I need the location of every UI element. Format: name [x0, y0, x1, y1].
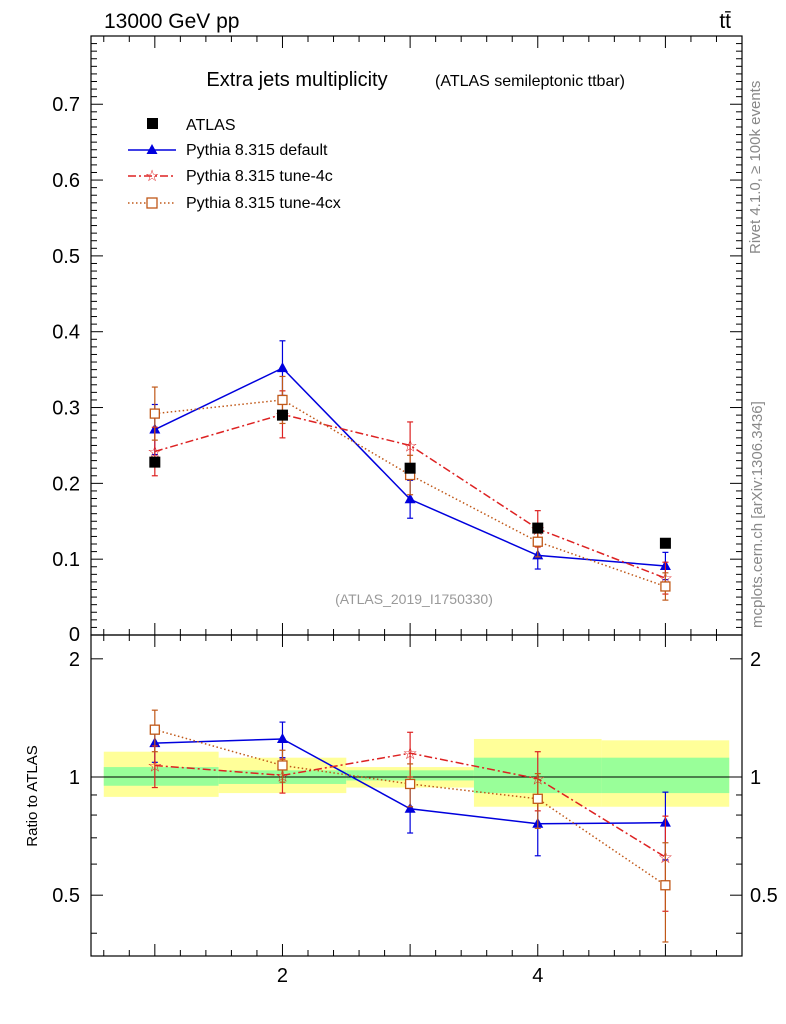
band-inner [103, 767, 219, 786]
main-point-open-square [660, 581, 671, 592]
y-tick-label: 0.6 [52, 170, 80, 192]
legend-tune4cx-label: Pythia 8.315 tune-4cx [186, 195, 341, 212]
mcplots-label: mcplots.cern.ch [arXiv:1306.3436] [749, 401, 766, 628]
ratio-frame [90, 634, 743, 957]
ratio-series: ☆☆☆☆☆ [147, 709, 673, 943]
legend-tune4c-label: Pythia 8.315 tune-4c [186, 168, 333, 185]
ratio-point-open-square [149, 724, 160, 735]
ratio-point-open-square [660, 880, 671, 891]
rivet-label: Rivet 4.1.0, ≥ 100k events [747, 81, 764, 254]
energy-label: 13000 GeV pp [104, 10, 239, 33]
main-point-open-square [277, 394, 288, 406]
legend-tune4cx-marker [146, 197, 158, 209]
atlas-data-point [532, 522, 544, 534]
chart-subtitle: (ATLAS semileptonic ttbar) [435, 73, 625, 90]
band-inner [601, 757, 730, 794]
ratio-line-open-square [154, 728, 666, 886]
legend: ATLAS Pythia 8.315 default ☆ Pythia 8.31… [128, 117, 341, 212]
legend-default-marker [146, 144, 158, 154]
atlas-data-point [276, 409, 288, 421]
legend-default-label: Pythia 8.315 default [186, 142, 328, 159]
ratio-point-triangle [404, 802, 416, 813]
y-tick-label: 0.7 [52, 94, 80, 116]
atlas-data-point [659, 537, 671, 549]
analysis-watermark: (ATLAS_2019_I1750330) [335, 591, 493, 607]
ratio-ylabel: Ratio to ATLAS [24, 745, 41, 846]
ratio-point-star: ☆ [402, 744, 417, 763]
ratio-axes: 2 4 0.5 0.5 1 1 2 2 [52, 634, 778, 987]
main-point-triangle [404, 493, 416, 504]
y-tick-label: 0.5 [52, 246, 80, 268]
y-tick-label: 0.4 [52, 322, 80, 344]
ratio-y-tick-label-right: 2 [750, 649, 761, 671]
atlas-data-point [404, 462, 416, 474]
y-tick-label: 0.2 [52, 473, 80, 495]
ratio-y-tick-label-right: 0.5 [750, 885, 778, 907]
x-tick-label: 4 [532, 965, 543, 987]
x-tick-label: 2 [277, 965, 288, 987]
legend-tune4c-marker: ☆ [145, 168, 159, 185]
ratio-point-triangle [276, 732, 288, 743]
main-point-star: ☆ [402, 436, 417, 455]
main-point-open-square [532, 536, 543, 547]
legend-atlas-label: ATLAS [186, 117, 236, 134]
main-point-open-square [149, 408, 160, 419]
y-tick-label: 0.3 [52, 398, 80, 420]
ratio-y-tick-label: 1 [69, 767, 80, 789]
main-panel: Extra jets multiplicity (ATLAS semilepto… [128, 69, 625, 607]
ratio-y-tick-label: 2 [69, 649, 80, 671]
atlas-data-point [149, 456, 161, 468]
ratio-y-tick-label-right: 1 [750, 767, 761, 789]
ratio-y-tick-label: 0.5 [52, 885, 80, 907]
y-tick-label: 0.1 [52, 549, 80, 571]
legend-atlas-marker [147, 118, 158, 129]
main-axes: 0.1 0.2 0.3 0.4 0.5 0.6 0.7 0 [52, 35, 743, 646]
process-label: tt̄ [719, 10, 731, 33]
ratio-point-open-square [277, 760, 288, 771]
main-series: ☆☆☆☆☆ [147, 340, 673, 601]
y-tick-label-zero: 0 [69, 624, 80, 646]
ratio-point-star: ☆ [147, 756, 162, 775]
chart-title: Extra jets multiplicity [206, 69, 387, 91]
main-point-triangle [276, 362, 288, 373]
ratio-point-open-square [532, 793, 543, 804]
ratio-point-open-square [404, 778, 416, 790]
